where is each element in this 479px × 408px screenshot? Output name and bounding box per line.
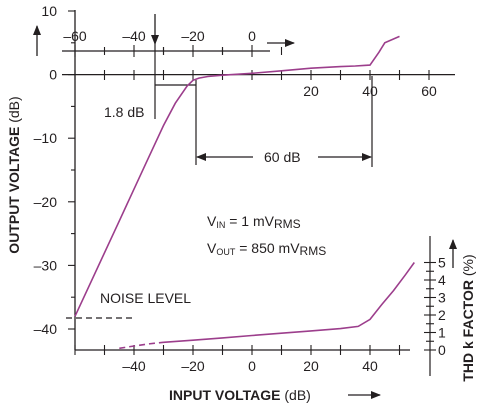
zero-axis-tick-label: 40	[362, 83, 378, 99]
output-voltage-curve	[74, 35, 400, 317]
bottom-axis-tick-label: –20	[181, 358, 205, 374]
left-axis-title: OUTPUT VOLTAGE (dB)	[6, 96, 22, 253]
ticks: 100–10–20–30–40–60 –40 –20 020 40 60–40 –20 0 20…	[34, 3, 446, 374]
direction-arrows	[33, 25, 457, 399]
gain-label: 1.8 dB	[104, 104, 144, 120]
right-axis-tick-label: 5	[438, 255, 446, 271]
noise-level-label: NOISE LEVEL	[100, 290, 191, 306]
right-axis-tick-label: 4	[438, 272, 446, 288]
left-axis-tick-label: –20	[34, 194, 58, 210]
left-axis-tick-label: –10	[34, 130, 58, 146]
left-axis-tick-label: –30	[34, 257, 58, 273]
bottom-axis-tick-label: 0	[248, 358, 256, 374]
thd-curve	[163, 262, 415, 344]
annotation-lines	[66, 14, 373, 319]
vin-label: VIN = 1 mVRMS	[207, 213, 301, 231]
top-axis-tick-label: –40	[122, 28, 146, 44]
axes	[62, 10, 455, 376]
right-axis-title: THD k FACTOR (%)	[460, 254, 476, 381]
thd-curve-dashed-segment	[119, 341, 164, 350]
left-axis-tick-label: –40	[34, 321, 58, 337]
right-axis-tick-label: 1	[438, 325, 446, 341]
right-axis-tick-label: 2	[438, 307, 446, 323]
zero-axis-tick-label: 20	[303, 83, 319, 99]
bottom-axis-tick-label: –40	[122, 358, 146, 374]
bottom-axis-title: INPUT VOLTAGE (dB)	[169, 387, 311, 403]
bottom-axis-tick-label: 20	[303, 358, 319, 374]
right-axis-tick-label: 3	[438, 290, 446, 306]
left-axis-tick-label: 10	[41, 3, 57, 19]
top-axis-tick-label: –20	[181, 28, 205, 44]
top-axis-tick-label: 0	[248, 28, 256, 44]
curves	[74, 35, 415, 350]
bottom-axis-tick-label: 40	[362, 358, 378, 374]
zero-axis-tick-label: 60	[421, 83, 437, 99]
range-label: 60 dB	[264, 149, 301, 165]
vout-label: VOUT = 850 mVRMS	[207, 240, 326, 258]
top-axis-tick-label: –60	[63, 28, 87, 44]
left-axis-tick-label: 0	[49, 67, 57, 83]
right-axis-tick-label: 0	[438, 342, 446, 358]
